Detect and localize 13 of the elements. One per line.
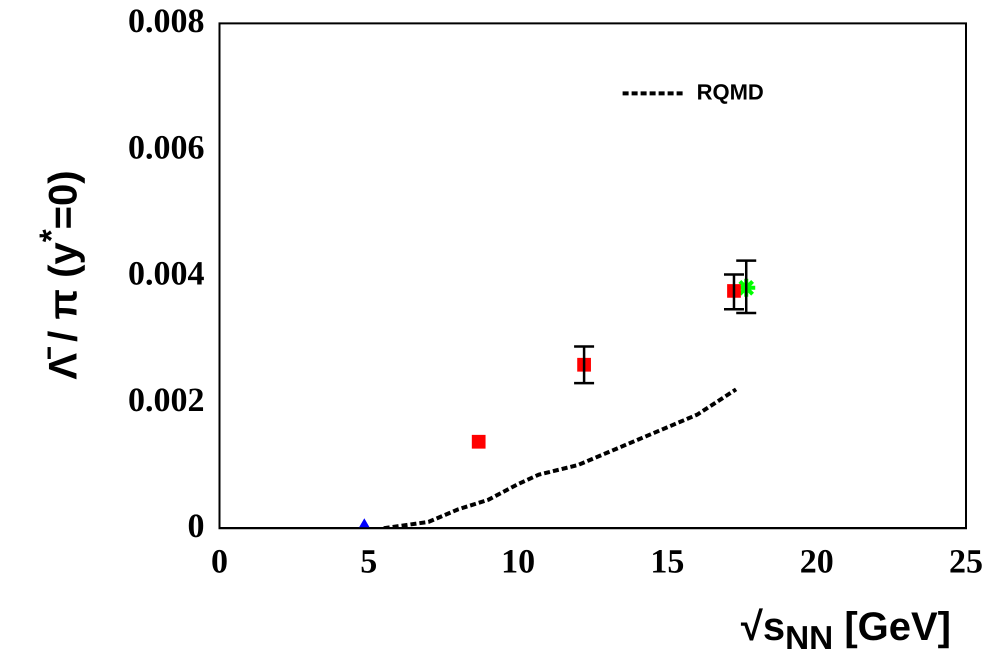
x-tick-label: 5	[360, 543, 378, 580]
x-tick-label: 25	[949, 543, 983, 580]
y-tick-label: 0.006	[128, 129, 204, 166]
y-tick-label: 0	[188, 508, 204, 545]
legend-label: RQMD	[696, 79, 764, 104]
y-tick-label: 0.008	[128, 3, 204, 40]
y-tick-label: 0.004	[128, 256, 204, 293]
x-axis-title: √s$_{NN}$ [GeV]	[740, 605, 951, 658]
x-tick-label: 15	[650, 543, 684, 580]
y-tick-label: 0.002	[128, 382, 204, 419]
x-tick-label: 20	[800, 543, 834, 580]
x-tick-label: 10	[501, 543, 536, 580]
x-tick-label: 0	[211, 543, 228, 580]
